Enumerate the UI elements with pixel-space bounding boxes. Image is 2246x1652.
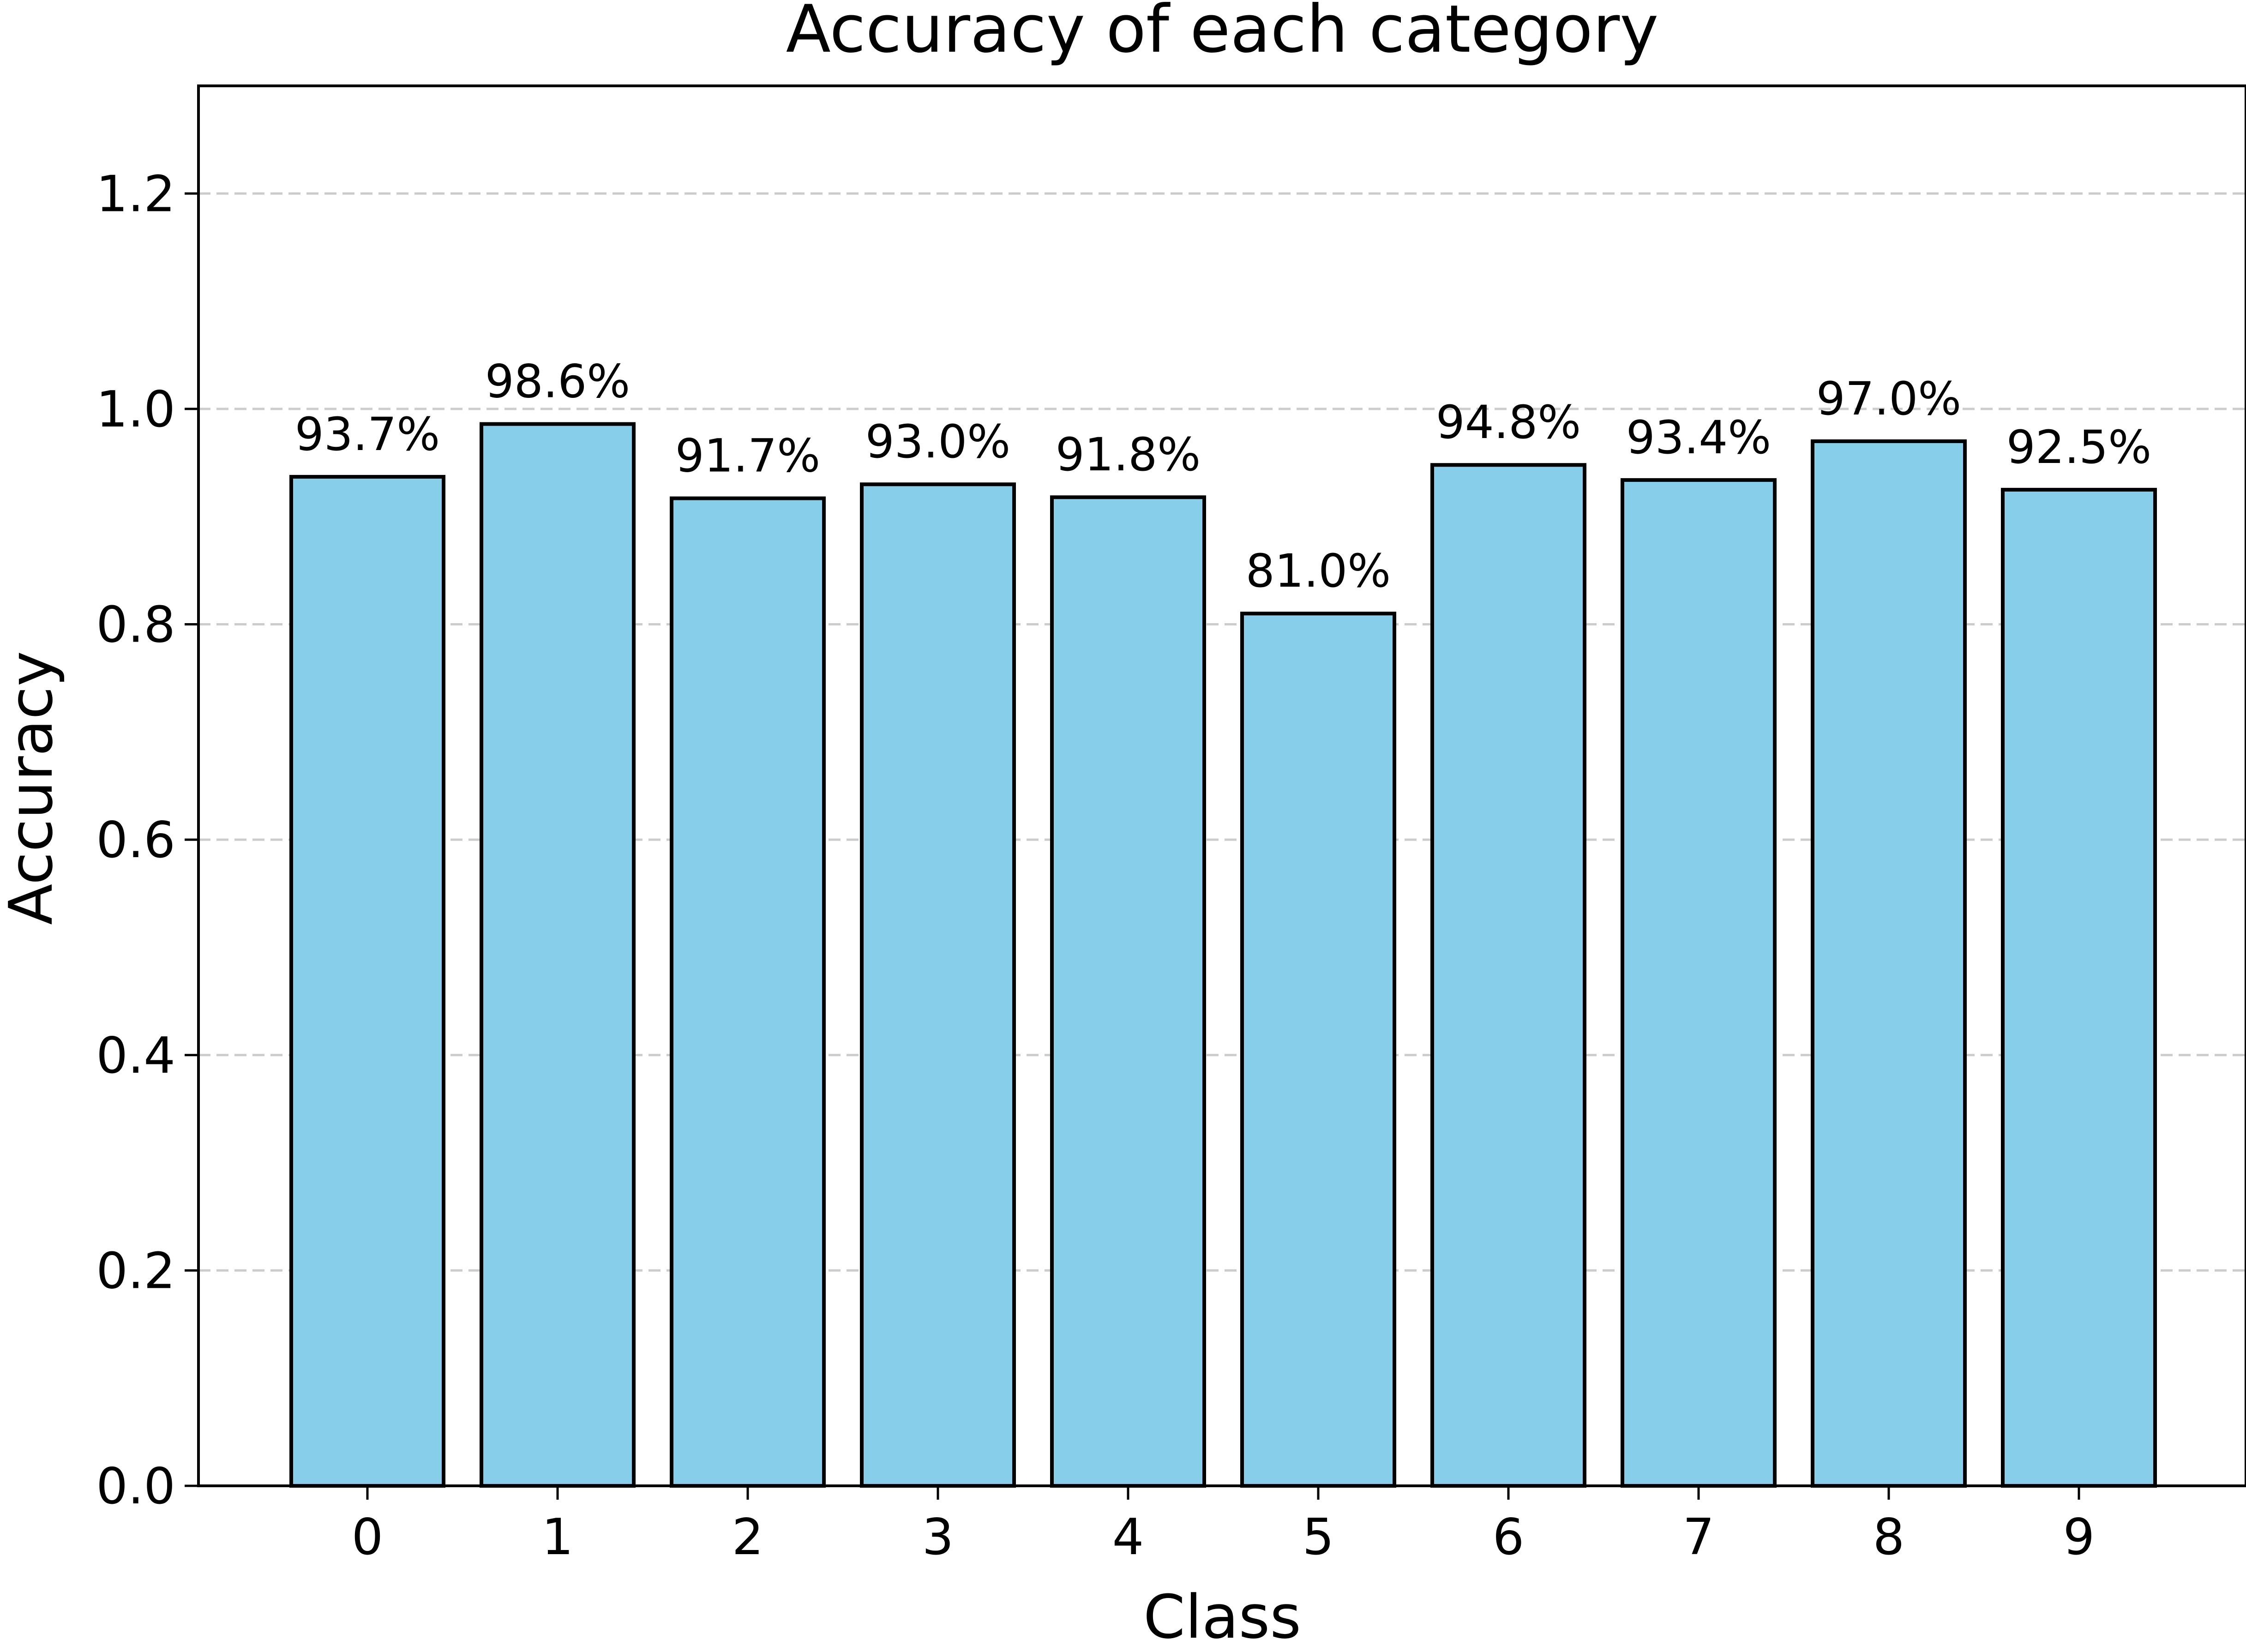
bar-class-9 <box>2001 487 2157 1488</box>
bar-value-label: 91.8% <box>1056 428 1201 481</box>
y-tick-label: 0.8 <box>96 596 175 654</box>
bar-value-label: 98.6% <box>485 355 631 408</box>
bar-class-1 <box>480 422 636 1488</box>
x-tick-label: 7 <box>1683 1508 1715 1566</box>
x-tick-label: 2 <box>732 1508 764 1566</box>
y-tick-label: 0.2 <box>96 1242 175 1300</box>
x-tick-label: 6 <box>1493 1508 1525 1566</box>
chart-title: Accuracy of each category <box>786 0 1659 67</box>
bar-value-label: 81.0% <box>1246 545 1391 598</box>
y-tick-label: 1.2 <box>96 165 175 223</box>
bar-class-3 <box>860 482 1016 1488</box>
bar-value-label: 94.8% <box>1436 396 1581 449</box>
x-tick-label: 5 <box>1303 1508 1334 1566</box>
bar-value-label: 93.7% <box>295 408 440 461</box>
bar-value-label: 91.7% <box>675 430 821 483</box>
x-tick-label: 9 <box>2063 1508 2095 1566</box>
y-tick-label: 1.0 <box>96 381 175 439</box>
bar-class-5 <box>1240 612 1396 1488</box>
x-axis-ticks: 0 1 2 3 4 5 6 7 8 9 <box>352 1486 2095 1566</box>
x-tick-label: 4 <box>1112 1508 1144 1566</box>
plot-area-frame <box>197 84 2246 1487</box>
bar-value-label: 92.5% <box>2006 421 2152 474</box>
y-tick-label: 0.6 <box>96 811 175 869</box>
bar-class-7 <box>1621 478 1777 1488</box>
bar-class-6 <box>1430 463 1586 1488</box>
bar-class-2 <box>670 496 826 1488</box>
bar-value-label: 93.0% <box>865 415 1011 469</box>
x-tick-label: 8 <box>1873 1508 1905 1566</box>
bar-class-8 <box>1811 439 1967 1488</box>
y-tick-label: 0.4 <box>96 1027 175 1085</box>
bars <box>289 422 2157 1488</box>
y-tick-label: 0.0 <box>96 1458 175 1515</box>
bar-class-0 <box>289 475 445 1488</box>
x-tick-label: 3 <box>922 1508 954 1566</box>
y-axis-ticks: 0.0 0.2 0.4 0.6 0.8 1.0 1.2 <box>96 165 198 1515</box>
bar-class-4 <box>1050 495 1206 1488</box>
bar-value-label: 93.4% <box>1626 411 1772 464</box>
bar-value-label: 97.0% <box>1816 372 1962 426</box>
x-tick-label: 0 <box>352 1508 384 1566</box>
x-tick-label: 1 <box>542 1508 574 1566</box>
bar-value-labels: 93.7% 98.6% 91.7% 93.0% 91.8% 81.0% 94.8% 93.4%… <box>295 355 2152 598</box>
x-axis-label: Class <box>1143 1582 1301 1652</box>
y-axis-label: Accuracy <box>0 651 66 925</box>
